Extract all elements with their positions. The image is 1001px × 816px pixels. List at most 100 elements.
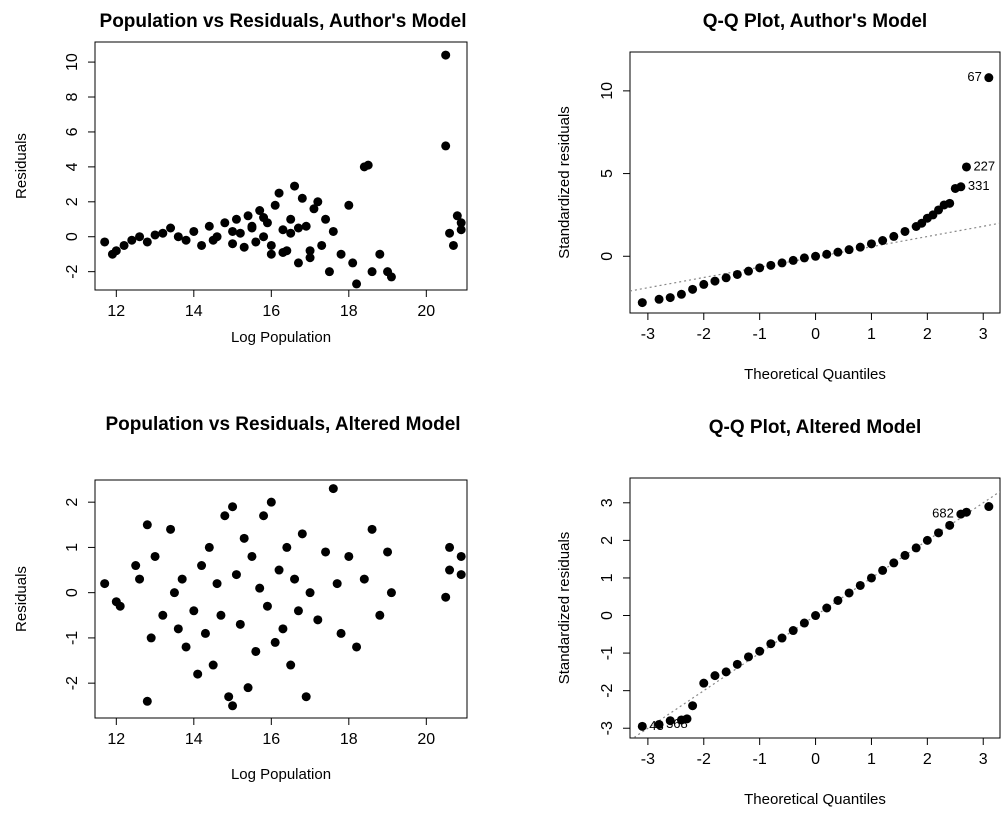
point [142,237,152,247]
point [228,226,238,236]
point [220,511,230,521]
x-tick-label: 0 [811,751,820,768]
point [189,226,199,236]
point [721,273,731,283]
y-tick-label: 1 [599,573,616,582]
point [115,601,125,611]
point [231,570,241,580]
point [313,615,323,625]
point [811,251,821,261]
point [788,626,798,636]
point [135,574,145,584]
point [278,624,288,634]
point [166,524,176,534]
point [452,211,462,221]
plot-area [100,484,466,711]
x-tick-label: 0 [811,326,820,343]
y-tick-label: 2 [599,536,616,545]
point [181,642,191,652]
point [866,573,876,583]
point-annotation: 67 [967,69,981,84]
plot-area [100,50,466,289]
point [344,200,354,210]
point [142,520,152,530]
x-tick-label: 2 [923,751,932,768]
point [127,235,137,245]
point [855,242,865,252]
point [321,214,331,224]
point [111,246,121,256]
panel: Q-Q Plot, Altered Model Theoretical Quant… [556,417,1001,808]
point [216,610,226,620]
y-tick-label: 4 [64,162,81,171]
y-tick-label: 8 [64,92,81,101]
point [266,249,276,259]
point [328,226,338,236]
point [456,551,466,561]
point [158,610,168,620]
y-tick-label: -2 [599,683,616,697]
point [247,551,257,561]
point [228,239,238,249]
point [766,260,776,270]
point [204,542,214,552]
point [456,225,466,235]
point [777,633,787,643]
point [270,200,280,210]
point [682,714,692,724]
point [305,588,315,598]
point [228,502,238,512]
plot-frame [629,51,1001,314]
point [290,181,300,191]
point [274,565,284,575]
x-tick-label: 14 [185,731,203,748]
point [900,550,910,560]
point [811,611,821,621]
point [228,701,238,711]
point [367,267,377,277]
point [224,692,234,702]
point [375,610,385,620]
point [286,214,296,224]
x-tick-label: 18 [340,303,358,320]
point [688,284,698,294]
point [375,249,385,259]
x-axis-label: Log Population [231,766,331,783]
x-tick-label: 1 [867,326,876,343]
point [822,603,832,613]
point [150,551,160,561]
point [984,73,994,83]
point [456,218,466,228]
point [262,601,272,611]
point [348,258,358,268]
point-annotation: 682 [932,506,954,521]
x-tick-label: 12 [107,731,125,748]
plot-frame [94,41,468,291]
point [231,214,241,224]
panel: Q-Q Plot, Author's Model Theoretical Quan… [556,11,1001,383]
point [822,249,832,259]
point [301,692,311,702]
point [243,683,253,693]
point [278,247,288,257]
plot-frame [629,477,1001,739]
x-tick-label: 16 [262,731,280,748]
plot-frame [94,479,468,719]
point [290,574,300,584]
point [266,240,276,250]
point [293,223,303,233]
point [945,520,955,530]
point [259,511,269,521]
y-axis-label: Standardized residuals [556,532,573,685]
point [146,633,156,643]
point [169,588,179,598]
point [208,235,218,245]
point [688,701,698,711]
point [255,206,265,216]
point [293,258,303,268]
point [142,696,152,706]
point [878,236,888,246]
chart-title: Q-Q Plot, Author's Model [703,11,927,32]
x-tick-label: -2 [697,326,711,343]
x-tick-label: 1 [867,751,876,768]
